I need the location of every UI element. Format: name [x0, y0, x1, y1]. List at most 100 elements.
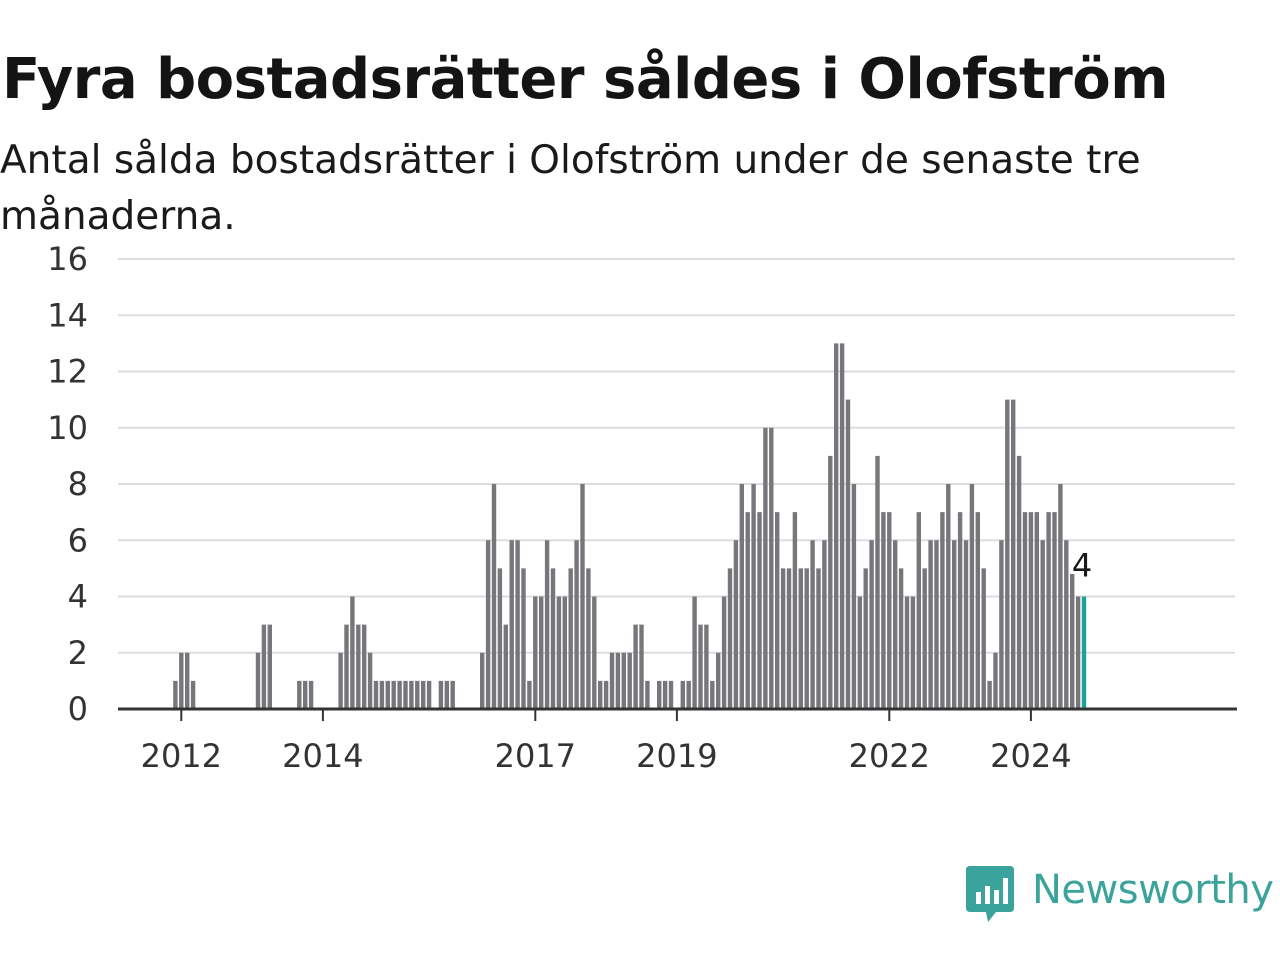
bar — [480, 652, 485, 709]
bar — [645, 680, 650, 709]
bar — [657, 680, 662, 709]
y-tick-label: 12 — [47, 353, 88, 391]
bar — [179, 652, 184, 709]
bar — [344, 624, 349, 709]
bar — [834, 343, 839, 709]
bar — [1046, 512, 1051, 709]
x-tick-label: 2012 — [141, 737, 222, 775]
bar — [893, 540, 898, 709]
bar — [780, 568, 786, 709]
bar — [633, 624, 638, 709]
bar — [1028, 512, 1034, 709]
bar — [928, 540, 933, 709]
bar — [397, 680, 402, 709]
bar — [592, 596, 597, 709]
bar — [562, 596, 567, 709]
bar — [539, 596, 544, 709]
bar — [721, 596, 727, 709]
bar — [621, 652, 626, 709]
bar — [1052, 512, 1057, 709]
bar — [845, 399, 851, 709]
bar — [981, 568, 986, 709]
bar — [922, 568, 927, 709]
bar — [391, 680, 396, 709]
bar — [367, 652, 373, 709]
bar — [185, 652, 190, 709]
bar — [686, 680, 691, 709]
bar — [804, 568, 809, 709]
y-tick-label: 0 — [68, 690, 88, 728]
bar — [261, 624, 267, 709]
logo-wordmark: Newsworthy — [1032, 867, 1274, 913]
bar — [574, 540, 579, 709]
bar — [940, 512, 945, 709]
bar — [603, 680, 609, 709]
y-tick-label: 6 — [68, 521, 88, 559]
bar — [403, 680, 408, 709]
bar — [963, 540, 969, 709]
bar — [881, 512, 886, 709]
bar — [999, 540, 1004, 709]
bar — [857, 596, 862, 709]
bar — [739, 484, 744, 709]
bar — [969, 484, 975, 709]
latest-value-label: 4 — [1072, 547, 1092, 585]
bar — [680, 680, 685, 709]
bar — [544, 540, 550, 709]
x-tick-label: 2019 — [636, 737, 717, 775]
bar — [798, 568, 803, 709]
bar — [1064, 540, 1069, 709]
bar — [987, 680, 992, 709]
bar — [875, 455, 880, 709]
bar — [338, 652, 343, 709]
bar — [745, 512, 750, 709]
bar-chart-speech-icon — [966, 866, 1014, 922]
bar — [308, 680, 314, 709]
bar — [509, 540, 514, 709]
y-tick-label: 4 — [68, 578, 88, 616]
bar — [952, 540, 957, 709]
bar — [698, 624, 703, 709]
bar — [863, 568, 868, 709]
x-tick-label: 2022 — [849, 737, 930, 775]
bar — [1070, 574, 1075, 709]
bar — [757, 512, 762, 709]
bar — [497, 568, 503, 709]
bar — [904, 596, 910, 709]
x-tick-label: 2017 — [495, 737, 576, 775]
y-tick-label: 2 — [68, 634, 88, 672]
bar-latest — [1081, 596, 1087, 709]
bar — [385, 680, 390, 709]
y-tick-label: 16 — [47, 240, 88, 278]
bar — [550, 568, 556, 709]
bar — [839, 343, 845, 709]
bar — [415, 680, 420, 709]
bar — [255, 652, 261, 709]
bar — [910, 596, 916, 709]
bar — [775, 512, 780, 709]
newsworthy-logo[interactable]: Newsworthy — [964, 862, 1280, 926]
bar — [297, 680, 302, 709]
bar — [190, 680, 196, 709]
bar — [810, 540, 815, 709]
chart-subtitle: Antal sålda bostadsrätter i Olofström un… — [0, 138, 1141, 239]
y-tick-label: 8 — [68, 465, 88, 503]
bar — [828, 455, 833, 709]
bar — [704, 624, 709, 709]
bar — [792, 512, 798, 709]
bar — [751, 484, 756, 709]
bar — [851, 484, 857, 709]
bar — [887, 512, 892, 709]
bar — [598, 680, 603, 709]
bar — [627, 652, 632, 709]
x-tick-label: 2014 — [282, 737, 363, 775]
bar — [1022, 512, 1028, 709]
bar — [1016, 455, 1022, 709]
bar — [515, 540, 520, 709]
bar — [946, 484, 951, 709]
bar — [898, 568, 904, 709]
bar — [173, 680, 178, 709]
bar — [503, 624, 508, 709]
bar — [716, 652, 721, 709]
